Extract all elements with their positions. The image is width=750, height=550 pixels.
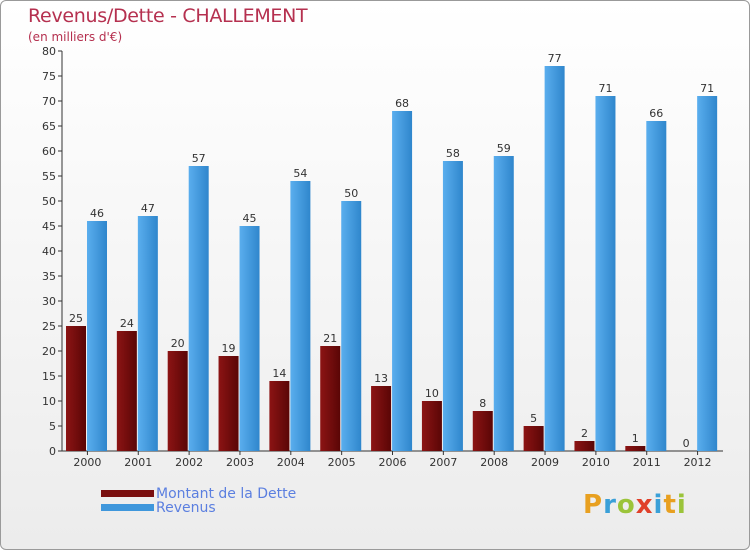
data-label-revenus: 71 — [598, 82, 612, 95]
bar-dette — [472, 411, 493, 451]
data-label-revenus: 66 — [649, 107, 663, 120]
y-tick-label: 40 — [42, 245, 56, 258]
data-label-revenus: 71 — [700, 82, 714, 95]
x-tick-label: 2005 — [328, 456, 356, 469]
data-label-revenus: 68 — [395, 97, 409, 110]
y-tick-label: 70 — [42, 95, 56, 108]
data-label-revenus: 59 — [497, 142, 511, 155]
bar-revenus — [188, 166, 209, 451]
x-tick-label: 2003 — [226, 456, 254, 469]
data-label-revenus: 47 — [141, 202, 155, 215]
y-tick-label: 5 — [49, 420, 56, 433]
bar-dette — [218, 356, 239, 451]
x-tick-label: 2006 — [379, 456, 407, 469]
bar-revenus — [137, 216, 158, 451]
bar-dette — [421, 401, 442, 451]
data-label-revenus: 46 — [90, 207, 104, 220]
y-tick-label: 45 — [42, 220, 56, 233]
bar-dette — [320, 346, 341, 451]
x-tick-label: 2007 — [429, 456, 457, 469]
bar-dette — [269, 381, 290, 451]
data-label-dette: 19 — [222, 342, 236, 355]
bar-revenus — [493, 156, 514, 451]
data-label-dette: 8 — [479, 397, 486, 410]
bar-revenus — [392, 111, 413, 451]
data-label-revenus: 50 — [344, 187, 358, 200]
bar-dette — [523, 426, 544, 451]
data-label-dette: 2 — [581, 427, 588, 440]
y-tick-label: 0 — [49, 445, 56, 458]
chart-subtitle: (en milliers d'€) — [28, 30, 123, 44]
data-label-dette: 20 — [171, 337, 185, 350]
bar-revenus — [595, 96, 616, 451]
data-label-dette: 25 — [69, 312, 83, 325]
legend-label-dette: Montant de la Dette — [156, 486, 297, 502]
bar-revenus — [442, 161, 463, 451]
proxiti-logo: Proxiti — [583, 490, 687, 520]
x-tick-label: 2010 — [582, 456, 610, 469]
data-label-revenus: 77 — [548, 52, 562, 65]
data-label-revenus: 57 — [192, 152, 206, 165]
y-tick-label: 15 — [42, 370, 56, 383]
x-tick-label: 2001 — [124, 456, 152, 469]
y-tick-label: 20 — [42, 345, 56, 358]
data-label-dette: 21 — [323, 332, 337, 345]
logo-letter: x — [635, 490, 654, 520]
x-tick-label: 2009 — [531, 456, 559, 469]
logo-letter: r — [603, 490, 617, 520]
logo-letter: o — [616, 490, 636, 520]
data-label-dette: 1 — [632, 432, 639, 445]
data-label-revenus: 58 — [446, 147, 460, 160]
data-label-dette: 13 — [374, 372, 388, 385]
y-tick-label: 25 — [42, 320, 56, 333]
y-tick-label: 75 — [42, 70, 56, 83]
y-tick-label: 50 — [42, 195, 56, 208]
data-label-dette: 5 — [530, 412, 537, 425]
x-tick-label: 2008 — [480, 456, 508, 469]
data-label-revenus: 45 — [243, 212, 257, 225]
bar-revenus — [239, 226, 260, 451]
bar-dette — [167, 351, 188, 451]
legend-label-revenus: Revenus — [156, 500, 216, 516]
legend-swatch-revenus — [101, 504, 154, 511]
bar-dette — [66, 326, 86, 451]
y-tick-label: 35 — [42, 270, 56, 283]
x-tick-label: 2004 — [277, 456, 305, 469]
bar-revenus — [290, 181, 311, 451]
bar-revenus — [544, 66, 565, 451]
logo-letter: i — [676, 490, 687, 520]
chart-title: Revenus/Dette - CHALLEMENT — [28, 5, 308, 27]
data-label-dette: 10 — [425, 387, 439, 400]
logo-letter: t — [663, 490, 677, 520]
bar-revenus — [646, 121, 667, 451]
bar-dette — [574, 441, 595, 451]
bar-revenus — [87, 221, 107, 451]
y-tick-label: 10 — [42, 395, 56, 408]
data-label-dette: 14 — [272, 367, 286, 380]
bar-revenus — [341, 201, 362, 451]
y-tick-label: 65 — [42, 120, 56, 133]
y-tick-label: 60 — [42, 145, 56, 158]
bar-revenus — [697, 96, 718, 451]
y-tick-label: 55 — [42, 170, 56, 183]
x-tick-label: 2000 — [73, 456, 101, 469]
logo-letter: i — [653, 490, 664, 520]
bar-dette — [116, 331, 137, 451]
x-tick-label: 2002 — [175, 456, 203, 469]
data-label-dette: 0 — [683, 437, 690, 450]
bar-dette — [625, 446, 646, 451]
data-label-revenus: 54 — [293, 167, 307, 180]
y-tick-label: 80 — [42, 45, 56, 58]
data-label-dette: 24 — [120, 317, 134, 330]
bar-dette — [371, 386, 392, 451]
x-tick-label: 2012 — [684, 456, 712, 469]
y-tick-label: 30 — [42, 295, 56, 308]
logo-letter: P — [583, 490, 604, 520]
x-tick-label: 2011 — [633, 456, 661, 469]
legend-swatch-dette — [101, 490, 154, 497]
